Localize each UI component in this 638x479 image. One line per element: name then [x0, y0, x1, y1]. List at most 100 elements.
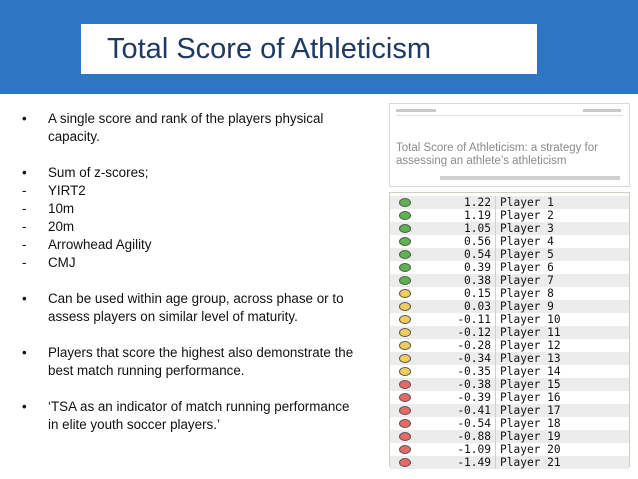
paper-divider	[396, 115, 623, 116]
column-divider	[495, 430, 496, 443]
player-name: Player 15	[500, 378, 561, 391]
score-value: -0.35	[457, 365, 491, 378]
bullet-item: - 10m	[22, 200, 360, 218]
column-divider	[495, 326, 496, 339]
bullet-text: Can be used within age group, across pha…	[48, 291, 344, 324]
score-value: 1.22	[464, 196, 491, 209]
score-value: -0.39	[457, 391, 491, 404]
bullet-marker: •	[22, 345, 27, 360]
score-value: -0.12	[457, 326, 491, 339]
table-row: 0.56 Player 4	[390, 235, 629, 248]
table-row: -0.12 Player 11	[390, 326, 629, 339]
player-name: Player 12	[500, 339, 561, 352]
status-amber-icon	[399, 367, 411, 376]
table-row: 0.39 Player 6	[390, 261, 629, 274]
bullet-marker: -	[22, 255, 27, 270]
bullet-marker: •	[22, 291, 27, 306]
player-name: Player 10	[500, 313, 561, 326]
column-divider	[495, 365, 496, 378]
bullet-spacer	[22, 380, 360, 398]
table-row: 1.19 Player 2	[390, 209, 629, 222]
paper-journal-mark	[396, 109, 436, 112]
bullet-list: • A single score and rank of the players …	[22, 110, 360, 434]
table-row: 0.15 Player 8	[390, 287, 629, 300]
status-red-icon	[399, 432, 411, 441]
status-red-icon	[399, 406, 411, 415]
column-divider	[495, 222, 496, 235]
status-green-icon	[399, 250, 411, 259]
player-name: Player 20	[500, 443, 561, 456]
table-row: -0.11 Player 10	[390, 313, 629, 326]
score-value: 1.19	[464, 209, 491, 222]
bullet-text: Players that score the highest also demo…	[48, 345, 354, 378]
score-value: 0.15	[464, 287, 491, 300]
score-value: 0.38	[464, 274, 491, 287]
bullet-marker: -	[22, 237, 27, 252]
column-divider	[495, 313, 496, 326]
bullet-item: • ‘TSA as an indicator of match running p…	[22, 398, 360, 434]
bullet-marker: -	[22, 219, 27, 234]
table-row: -0.41 Player 17	[390, 404, 629, 417]
score-value: 0.39	[464, 261, 491, 274]
column-divider	[495, 248, 496, 261]
bullet-item: • Can be used within age group, across ph…	[22, 290, 360, 326]
bullet-item: - Arrowhead Agility	[22, 236, 360, 254]
table-row: -0.39 Player 16	[390, 391, 629, 404]
table-row: 0.38 Player 7	[390, 274, 629, 287]
table-row: 1.22 Player 1	[390, 196, 629, 209]
player-name: Player 7	[500, 274, 554, 287]
paper-header-mark	[583, 109, 621, 112]
player-name: Player 4	[500, 235, 554, 248]
bullet-spacer	[22, 146, 360, 164]
bullet-item: • Sum of z-scores;	[22, 164, 360, 182]
status-red-icon	[399, 393, 411, 402]
score-value: -0.38	[457, 378, 491, 391]
status-green-icon	[399, 237, 411, 246]
bullet-text: ‘TSA as an indicator of match running pe…	[48, 399, 350, 432]
bullet-marker: •	[22, 111, 27, 126]
status-amber-icon	[399, 341, 411, 350]
bullet-text: 20m	[48, 219, 75, 234]
score-value: 0.56	[464, 235, 491, 248]
bullet-text: 10m	[48, 201, 75, 216]
status-amber-icon	[399, 315, 411, 324]
column-divider	[495, 235, 496, 248]
status-green-icon	[399, 198, 411, 207]
player-name: Player 17	[500, 404, 561, 417]
status-amber-icon	[399, 302, 411, 311]
status-amber-icon	[399, 289, 411, 298]
player-name: Player 14	[500, 365, 561, 378]
bullet-marker: •	[22, 399, 27, 414]
player-name: Player 13	[500, 352, 561, 365]
column-divider	[495, 352, 496, 365]
player-name: Player 9	[500, 300, 554, 313]
player-name: Player 6	[500, 261, 554, 274]
player-name: Player 1	[500, 196, 554, 209]
player-name: Player 11	[500, 326, 561, 339]
column-divider	[495, 209, 496, 222]
score-value: -0.28	[457, 339, 491, 352]
bullet-item: • A single score and rank of the players …	[22, 110, 360, 146]
column-divider	[495, 378, 496, 391]
status-green-icon	[399, 263, 411, 272]
score-value: -0.54	[457, 417, 491, 430]
player-name: Player 19	[500, 430, 561, 443]
bullet-marker: -	[22, 183, 27, 198]
paper-thumbnail: Total Score of Athleticism: a strategy f…	[389, 103, 630, 187]
column-divider	[495, 300, 496, 313]
table-row: -0.88 Player 19	[390, 430, 629, 443]
column-divider	[495, 261, 496, 274]
score-value: -0.41	[457, 404, 491, 417]
bullet-item: - CMJ	[22, 254, 360, 272]
status-green-icon	[399, 224, 411, 233]
title-box: Total Score of Athleticism	[81, 24, 537, 74]
table-row: 0.54 Player 5	[390, 248, 629, 261]
player-name: Player 21	[500, 456, 561, 469]
bullet-text: A single score and rank of the players p…	[48, 111, 324, 144]
player-name: Player 16	[500, 391, 561, 404]
status-green-icon	[399, 211, 411, 220]
column-divider	[495, 339, 496, 352]
bullet-spacer	[22, 272, 360, 290]
ranking-table: 1.22 Player 1 1.19 Player 2 1.05 Player 3 0.56…	[389, 192, 630, 469]
status-red-icon	[399, 458, 411, 467]
